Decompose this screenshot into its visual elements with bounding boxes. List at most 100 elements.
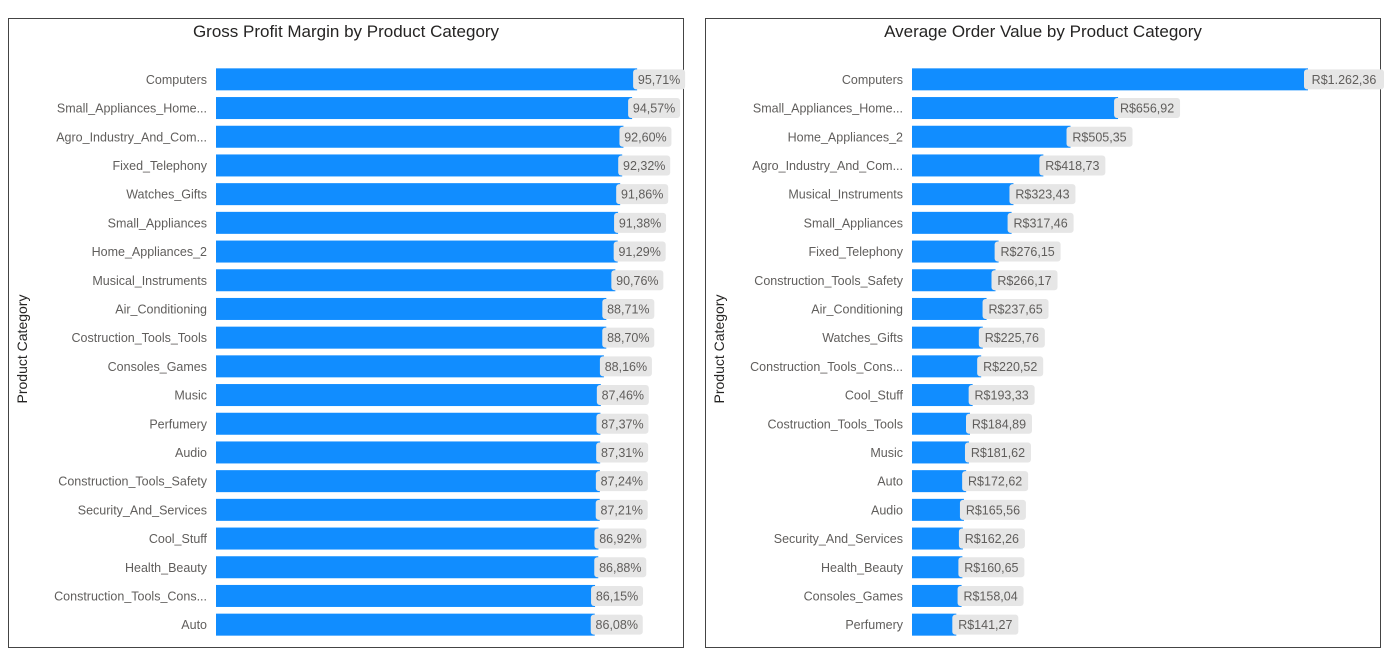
gross-profit-margin-chart: Gross Profit Margin by Product Category … [8,18,686,648]
data-label: 91,38% [619,216,661,230]
data-label-background [595,499,648,520]
data-label: 88,71% [607,302,649,316]
bar[interactable] [216,68,638,91]
category-label: Perfumery [149,417,207,431]
bar[interactable] [216,154,623,177]
category-label: Agro_Industry_And_Com... [56,130,207,144]
category-label: Security_And_Services [774,532,903,546]
data-label: R$160,65 [964,561,1018,575]
category-label: Audio [175,446,207,460]
category-label: Home_Appliances_2 [788,130,903,144]
bar[interactable] [216,125,624,148]
data-label: R$317,46 [1013,216,1067,230]
bar[interactable] [216,412,601,435]
bar[interactable] [216,498,600,521]
bar[interactable] [912,613,957,636]
data-label: R$162,26 [965,532,1019,546]
data-label: 92,32% [623,159,665,173]
data-label-background [596,413,649,434]
chart-title: Gross Profit Margin by Product Category [192,22,500,41]
bar[interactable] [216,441,601,464]
category-label: Construction_Tools_Cons... [54,589,207,603]
data-label-background [616,184,669,205]
data-label: 88,70% [607,331,649,345]
bar[interactable] [216,613,595,636]
category-label: Music [870,446,903,460]
data-label-background [618,155,671,176]
bar[interactable] [912,355,982,378]
data-label: R$181,62 [971,446,1025,460]
bar[interactable] [216,384,601,407]
bar[interactable] [216,183,621,206]
bar[interactable] [912,68,1308,91]
data-label-background [994,241,1061,262]
bar[interactable] [912,441,969,464]
bar[interactable] [216,240,618,263]
bar[interactable] [912,154,1044,177]
bar[interactable] [912,97,1119,120]
bar[interactable] [216,527,599,550]
data-label-background [594,557,647,578]
bar[interactable] [912,384,973,407]
bar[interactable] [912,297,987,320]
data-label-background [965,413,1032,434]
data-label-background [602,327,655,348]
bar[interactable] [216,326,607,349]
bar[interactable] [216,584,596,607]
category-label: Construction_Tools_Safety [754,274,903,288]
data-label-background [968,385,1035,406]
data-label: R$505,35 [1072,130,1126,144]
data-label: 87,31% [601,446,643,460]
bar[interactable] [216,211,619,234]
category-label: Fixed_Telephony [808,245,903,259]
category-label: Home_Appliances_2 [92,245,207,259]
data-label-background [991,270,1058,291]
bar[interactable] [216,556,599,579]
bar[interactable] [912,527,963,550]
data-label: R$276,15 [1001,245,1055,259]
data-label: 91,29% [618,245,660,259]
data-label: R$1.262,36 [1312,73,1377,87]
bar[interactable] [912,412,970,435]
bar[interactable] [912,125,1071,148]
category-label: Watches_Gifts [822,331,903,345]
data-label: 88,16% [605,360,647,374]
bar[interactable] [912,183,1014,206]
category-label: Small_Appliances [108,216,207,230]
bar[interactable] [216,355,604,378]
bar[interactable] [216,470,600,493]
bar[interactable] [912,470,967,493]
bar[interactable] [912,498,964,521]
category-label: Costruction_Tools_Tools [72,331,208,345]
bar[interactable] [216,97,633,120]
data-label-background [978,327,1045,348]
bar-plot-area: Computers R$1.262,36 Small_Appliances_Home… [750,68,1384,636]
data-label: 91,86% [621,188,663,202]
category-label: Perfumery [845,618,903,632]
category-label: Musical_Instruments [788,188,903,202]
bar[interactable] [216,269,616,292]
category-label: Security_And_Services [78,503,207,517]
category-label: Health_Beauty [125,561,208,575]
data-label: R$225,76 [985,331,1039,345]
category-label: Small_Appliances_Home... [57,102,207,116]
data-label-background [1039,155,1106,176]
data-label-background [958,528,1025,549]
category-label: Auto [181,618,207,632]
bar[interactable] [912,326,983,349]
bar[interactable] [912,240,999,263]
category-label: Air_Conditioning [811,302,903,316]
data-label: R$172,62 [968,475,1022,489]
category-label: Audio [871,503,903,517]
data-label-background [611,270,664,291]
bar[interactable] [912,211,1012,234]
bar[interactable] [912,269,996,292]
data-label: R$184,89 [972,417,1026,431]
bar[interactable] [912,584,962,607]
bar[interactable] [216,297,607,320]
data-label: R$165,56 [966,503,1020,517]
bar[interactable] [912,556,963,579]
data-label: 94,57% [633,102,675,116]
data-label: 92,60% [624,130,666,144]
data-label: R$266,17 [997,274,1051,288]
